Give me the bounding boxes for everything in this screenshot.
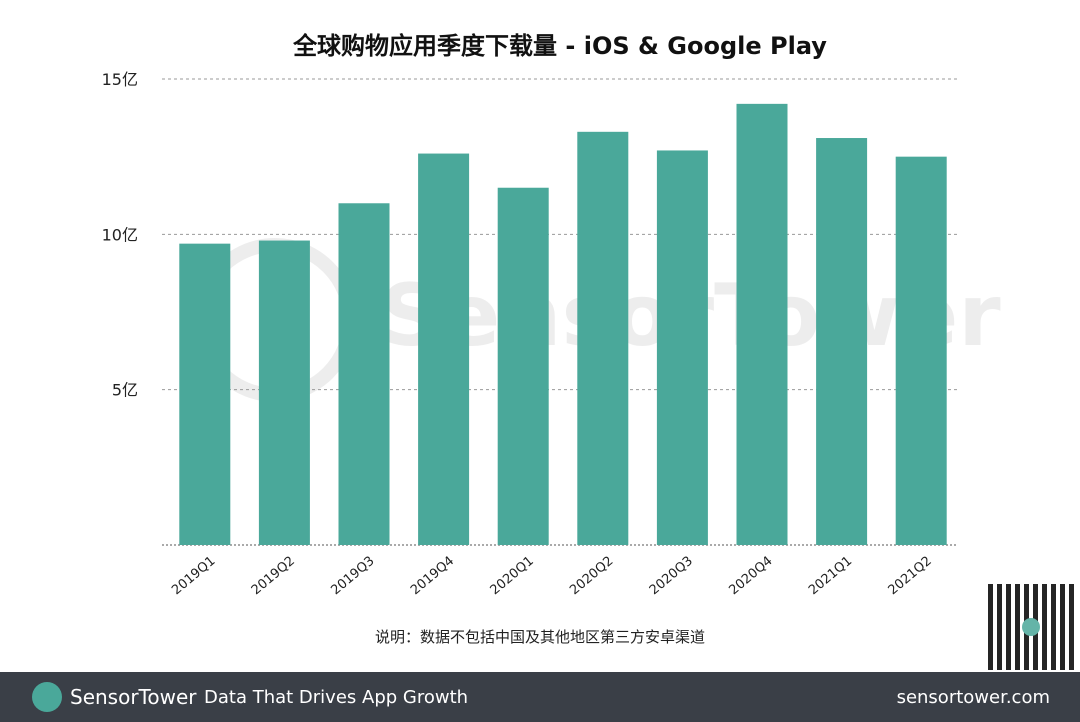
x-tick-label: 2020Q1 bbox=[488, 554, 537, 599]
qr-logo-icon bbox=[1022, 618, 1040, 636]
x-tick-label: 2021Q2 bbox=[886, 554, 935, 599]
x-tick-label: 2020Q2 bbox=[567, 554, 616, 599]
y-tick-label: 5亿 bbox=[112, 381, 138, 400]
chart-title: 全球购物应用季度下载量 - iOS & Google Play bbox=[293, 32, 827, 60]
chart-note: 说明：数据不包括中国及其他地区第三方安卓渠道 bbox=[374, 628, 705, 646]
x-tick-label: 2020Q3 bbox=[647, 554, 696, 599]
x-tick-label: 2021Q1 bbox=[806, 554, 855, 599]
bar bbox=[338, 203, 390, 545]
x-tick-label: 2019Q4 bbox=[408, 554, 457, 599]
qr-code bbox=[988, 584, 1074, 670]
bar bbox=[656, 150, 708, 545]
footer-url[interactable]: sensortower.com bbox=[896, 687, 1050, 708]
bar-chart: SensorTower5亿10亿15亿2019Q12019Q22019Q3201… bbox=[102, 70, 1002, 599]
bar bbox=[179, 243, 231, 546]
x-tick-label: 2019Q3 bbox=[328, 554, 377, 599]
sensortower-logo-icon bbox=[32, 682, 62, 712]
y-tick-label: 15亿 bbox=[102, 70, 138, 89]
bar bbox=[736, 103, 788, 545]
x-tick-label: 2020Q4 bbox=[726, 554, 775, 599]
footer: SensorTower Data That Drives App Growth … bbox=[0, 672, 1080, 722]
footer-brand: SensorTower bbox=[70, 685, 197, 709]
bar bbox=[497, 187, 549, 545]
bar bbox=[577, 131, 629, 545]
y-tick-label: 10亿 bbox=[102, 225, 138, 244]
x-tick-label: 2019Q1 bbox=[169, 554, 218, 599]
bar bbox=[418, 153, 470, 545]
footer-tagline: Data That Drives App Growth bbox=[204, 687, 469, 708]
bar bbox=[895, 156, 947, 545]
bar bbox=[816, 138, 868, 545]
x-tick-label: 2019Q2 bbox=[249, 554, 298, 599]
bar bbox=[258, 240, 310, 545]
